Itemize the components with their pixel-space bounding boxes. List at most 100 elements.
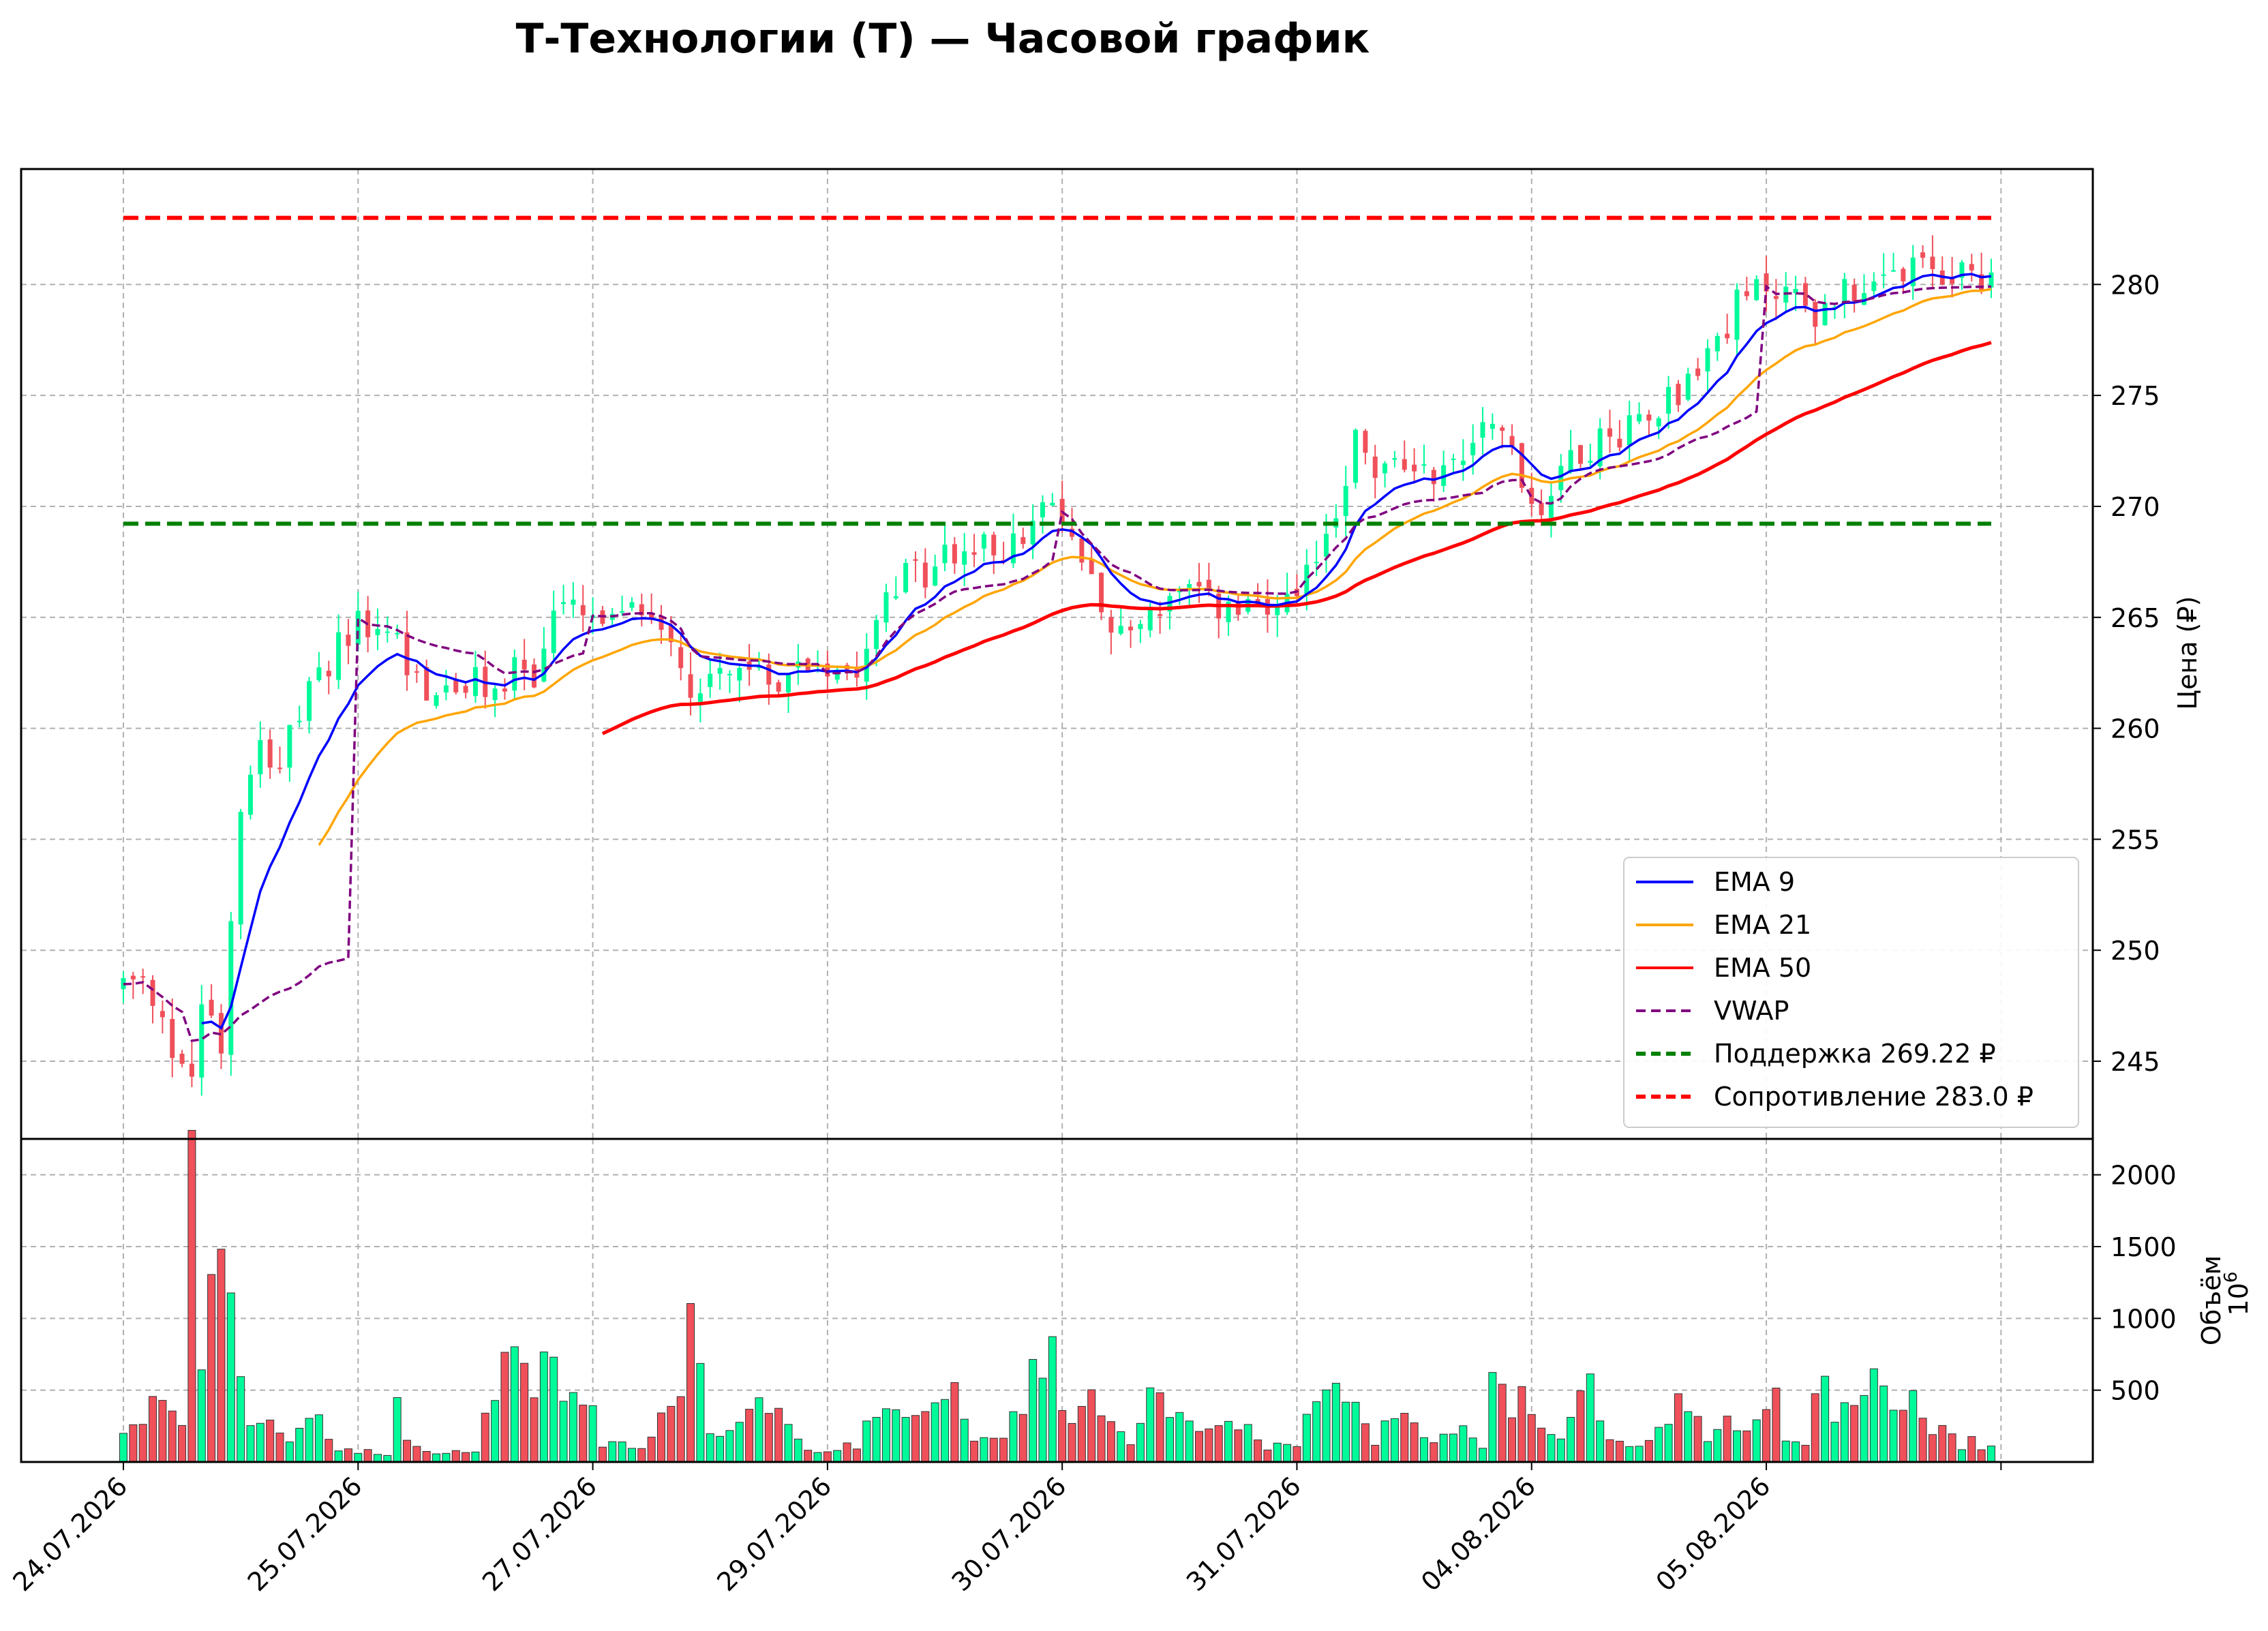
- legend-box: [1623, 857, 2079, 1128]
- volume-bar: [1517, 1386, 1526, 1463]
- volume-bar: [1302, 1414, 1311, 1463]
- candle-body: [1695, 368, 1701, 376]
- price-axis-label: Цена (₽): [2173, 596, 2203, 710]
- candle-body: [316, 667, 322, 680]
- candle-body: [952, 544, 957, 564]
- volume-bar: [1342, 1401, 1350, 1463]
- ema50-line: [601, 341, 1992, 735]
- volume-bar: [1909, 1390, 1918, 1463]
- candle-body: [1030, 521, 1035, 545]
- volume-bar: [1185, 1420, 1194, 1463]
- candle-body: [1509, 436, 1515, 446]
- volume-bar: [334, 1450, 343, 1463]
- volume-bar: [1713, 1429, 1722, 1463]
- x-tick-label: 24.07.2026: [7, 1471, 133, 1597]
- volume-bar: [1136, 1422, 1145, 1463]
- volume-bar: [1556, 1438, 1565, 1463]
- candle-body: [1979, 274, 1984, 290]
- volume-bar: [354, 1452, 363, 1463]
- volume-bar: [813, 1452, 822, 1463]
- candle-body: [1607, 428, 1613, 437]
- candle-body: [639, 604, 644, 615]
- candle-body: [1734, 289, 1740, 340]
- candle-body: [297, 720, 302, 722]
- candle-body: [1910, 257, 1916, 286]
- volume-bar: [1703, 1441, 1712, 1463]
- volume-bar: [1684, 1411, 1693, 1463]
- volume-bar: [1155, 1392, 1164, 1463]
- volume-bar: [735, 1422, 744, 1463]
- volume-grid: [21, 1139, 2093, 1462]
- volume-bar: [217, 1249, 226, 1463]
- volume-bar: [793, 1438, 802, 1463]
- candle-body: [1040, 502, 1045, 518]
- candle-body: [404, 632, 410, 675]
- candle-body: [571, 599, 576, 605]
- volume-bar: [432, 1453, 441, 1463]
- candle-body: [1147, 609, 1153, 630]
- candle-body: [1519, 443, 1524, 488]
- candle-body: [1773, 296, 1779, 299]
- volume-bar: [1498, 1384, 1507, 1463]
- candle-body: [913, 559, 918, 561]
- candle-body: [1421, 464, 1427, 466]
- candle-body: [1881, 274, 1886, 276]
- candle-body: [1402, 459, 1407, 470]
- volume-bar: [1126, 1444, 1135, 1463]
- candle-body: [453, 680, 459, 692]
- volume-bar: [1889, 1409, 1898, 1463]
- candle-body: [1079, 538, 1085, 563]
- candle-body: [424, 667, 429, 701]
- volume-bar: [226, 1292, 235, 1463]
- candle-body: [1920, 252, 1926, 258]
- candle-body: [659, 615, 664, 630]
- candle-body: [1099, 573, 1104, 613]
- volume-tick-label: 1000: [2111, 1304, 2177, 1334]
- candle-body: [933, 566, 938, 586]
- volume-axis-label: Объём: [2196, 1255, 2226, 1345]
- volume-bar: [1371, 1444, 1380, 1463]
- volume-bar: [588, 1405, 597, 1463]
- legend-label: EMA 9: [1714, 867, 1795, 897]
- volume-bar: [481, 1412, 489, 1463]
- candle-body: [512, 657, 517, 691]
- volume-bar: [256, 1422, 264, 1463]
- candle-body: [1705, 348, 1710, 371]
- volume-bar: [344, 1448, 352, 1463]
- candle-body: [150, 979, 155, 1006]
- candle-body: [1548, 496, 1554, 518]
- volume-bar: [119, 1433, 127, 1463]
- candle-body: [1050, 502, 1055, 506]
- candle-body: [903, 563, 909, 592]
- volume-bar: [637, 1448, 646, 1463]
- volume-bar: [363, 1449, 372, 1463]
- candle-body: [688, 674, 693, 698]
- candle-body: [277, 767, 283, 769]
- x-tick-label: 29.07.2026: [711, 1471, 837, 1597]
- volume-bar: [745, 1409, 754, 1463]
- candle-body: [1363, 431, 1368, 453]
- candle-body: [258, 740, 263, 774]
- x-tick-label: 04.08.2026: [1415, 1471, 1541, 1597]
- x-tick-label: 27.07.2026: [477, 1471, 603, 1597]
- volume-bar: [931, 1402, 939, 1463]
- volume-bar: [1459, 1425, 1468, 1463]
- volume-bar: [833, 1450, 842, 1463]
- volume-bar: [843, 1442, 851, 1463]
- volume-bar: [901, 1417, 910, 1463]
- volume-bar: [1254, 1439, 1262, 1463]
- volume-bar: [774, 1407, 783, 1463]
- volume-bar: [442, 1452, 451, 1463]
- volume-bar: [1117, 1431, 1125, 1463]
- volume-bar: [1205, 1428, 1213, 1463]
- legend-label: EMA 21: [1714, 910, 1811, 940]
- legend-label: EMA 50: [1714, 953, 1811, 983]
- candle-body: [1226, 601, 1231, 622]
- candle-body: [189, 1063, 194, 1077]
- volume-tick-label: 500: [2111, 1376, 2160, 1406]
- volume-bar: [1948, 1433, 1956, 1463]
- ema9-line: [201, 273, 1992, 1030]
- volume-bar: [1752, 1419, 1761, 1463]
- volume-bar: [1762, 1409, 1771, 1463]
- volume-bar: [403, 1439, 412, 1463]
